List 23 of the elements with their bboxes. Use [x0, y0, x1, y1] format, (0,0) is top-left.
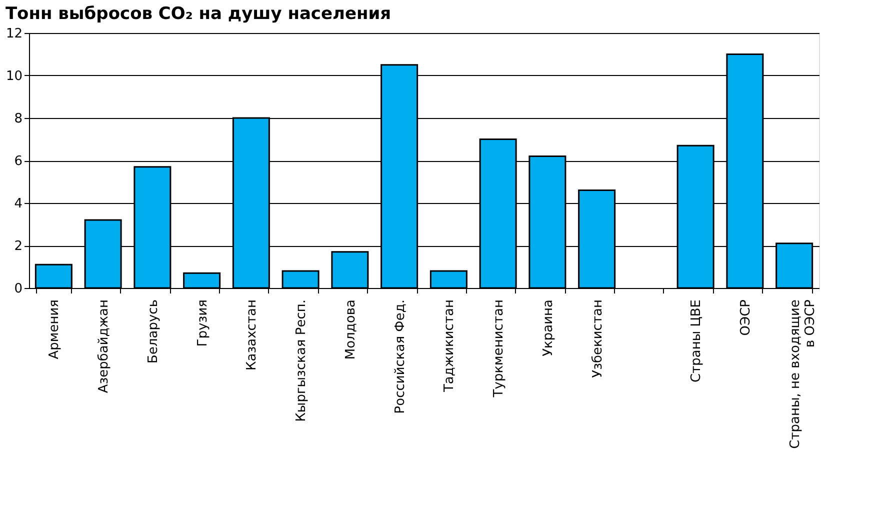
y-tick-label: 8: [14, 112, 22, 126]
y-tick-label: 10: [6, 69, 22, 84]
chart-title: Тонн выбросов CO₂ на душу населения: [5, 4, 392, 24]
y-tick-label: 4: [14, 196, 22, 212]
y-tick-label: 2: [14, 239, 22, 254]
y-tick-label: 0: [14, 282, 22, 296]
x-tick-label: Страны ЦВЕ: [689, 300, 704, 382]
x-tick-label: Молдова: [343, 300, 358, 360]
x-tick-label: Таджикистан: [442, 300, 458, 394]
x-tick-label: Украина: [540, 300, 556, 356]
x-tick-label: Узбекистан: [590, 300, 606, 378]
x-tick-label: Казахстан: [244, 300, 260, 370]
x-tick-label: Беларусь: [146, 300, 161, 364]
y-tick-label: 12: [6, 26, 22, 42]
y-tick-label: 6: [14, 154, 22, 169]
x-tick-label: Российская Фед.: [392, 300, 408, 414]
x-tick-label: Туркменистан: [492, 300, 507, 398]
x-tick-label: Армения: [47, 300, 62, 360]
x-tick-label: ОЭСР: [738, 299, 754, 336]
x-tick-label: Кыргызская Респ.: [294, 300, 310, 422]
x-tick-label: Страны, не входящие в ОЭСР: [788, 299, 818, 449]
x-tick-label: Грузия: [195, 300, 210, 347]
x-tick-label: Азербайджан: [96, 300, 112, 394]
